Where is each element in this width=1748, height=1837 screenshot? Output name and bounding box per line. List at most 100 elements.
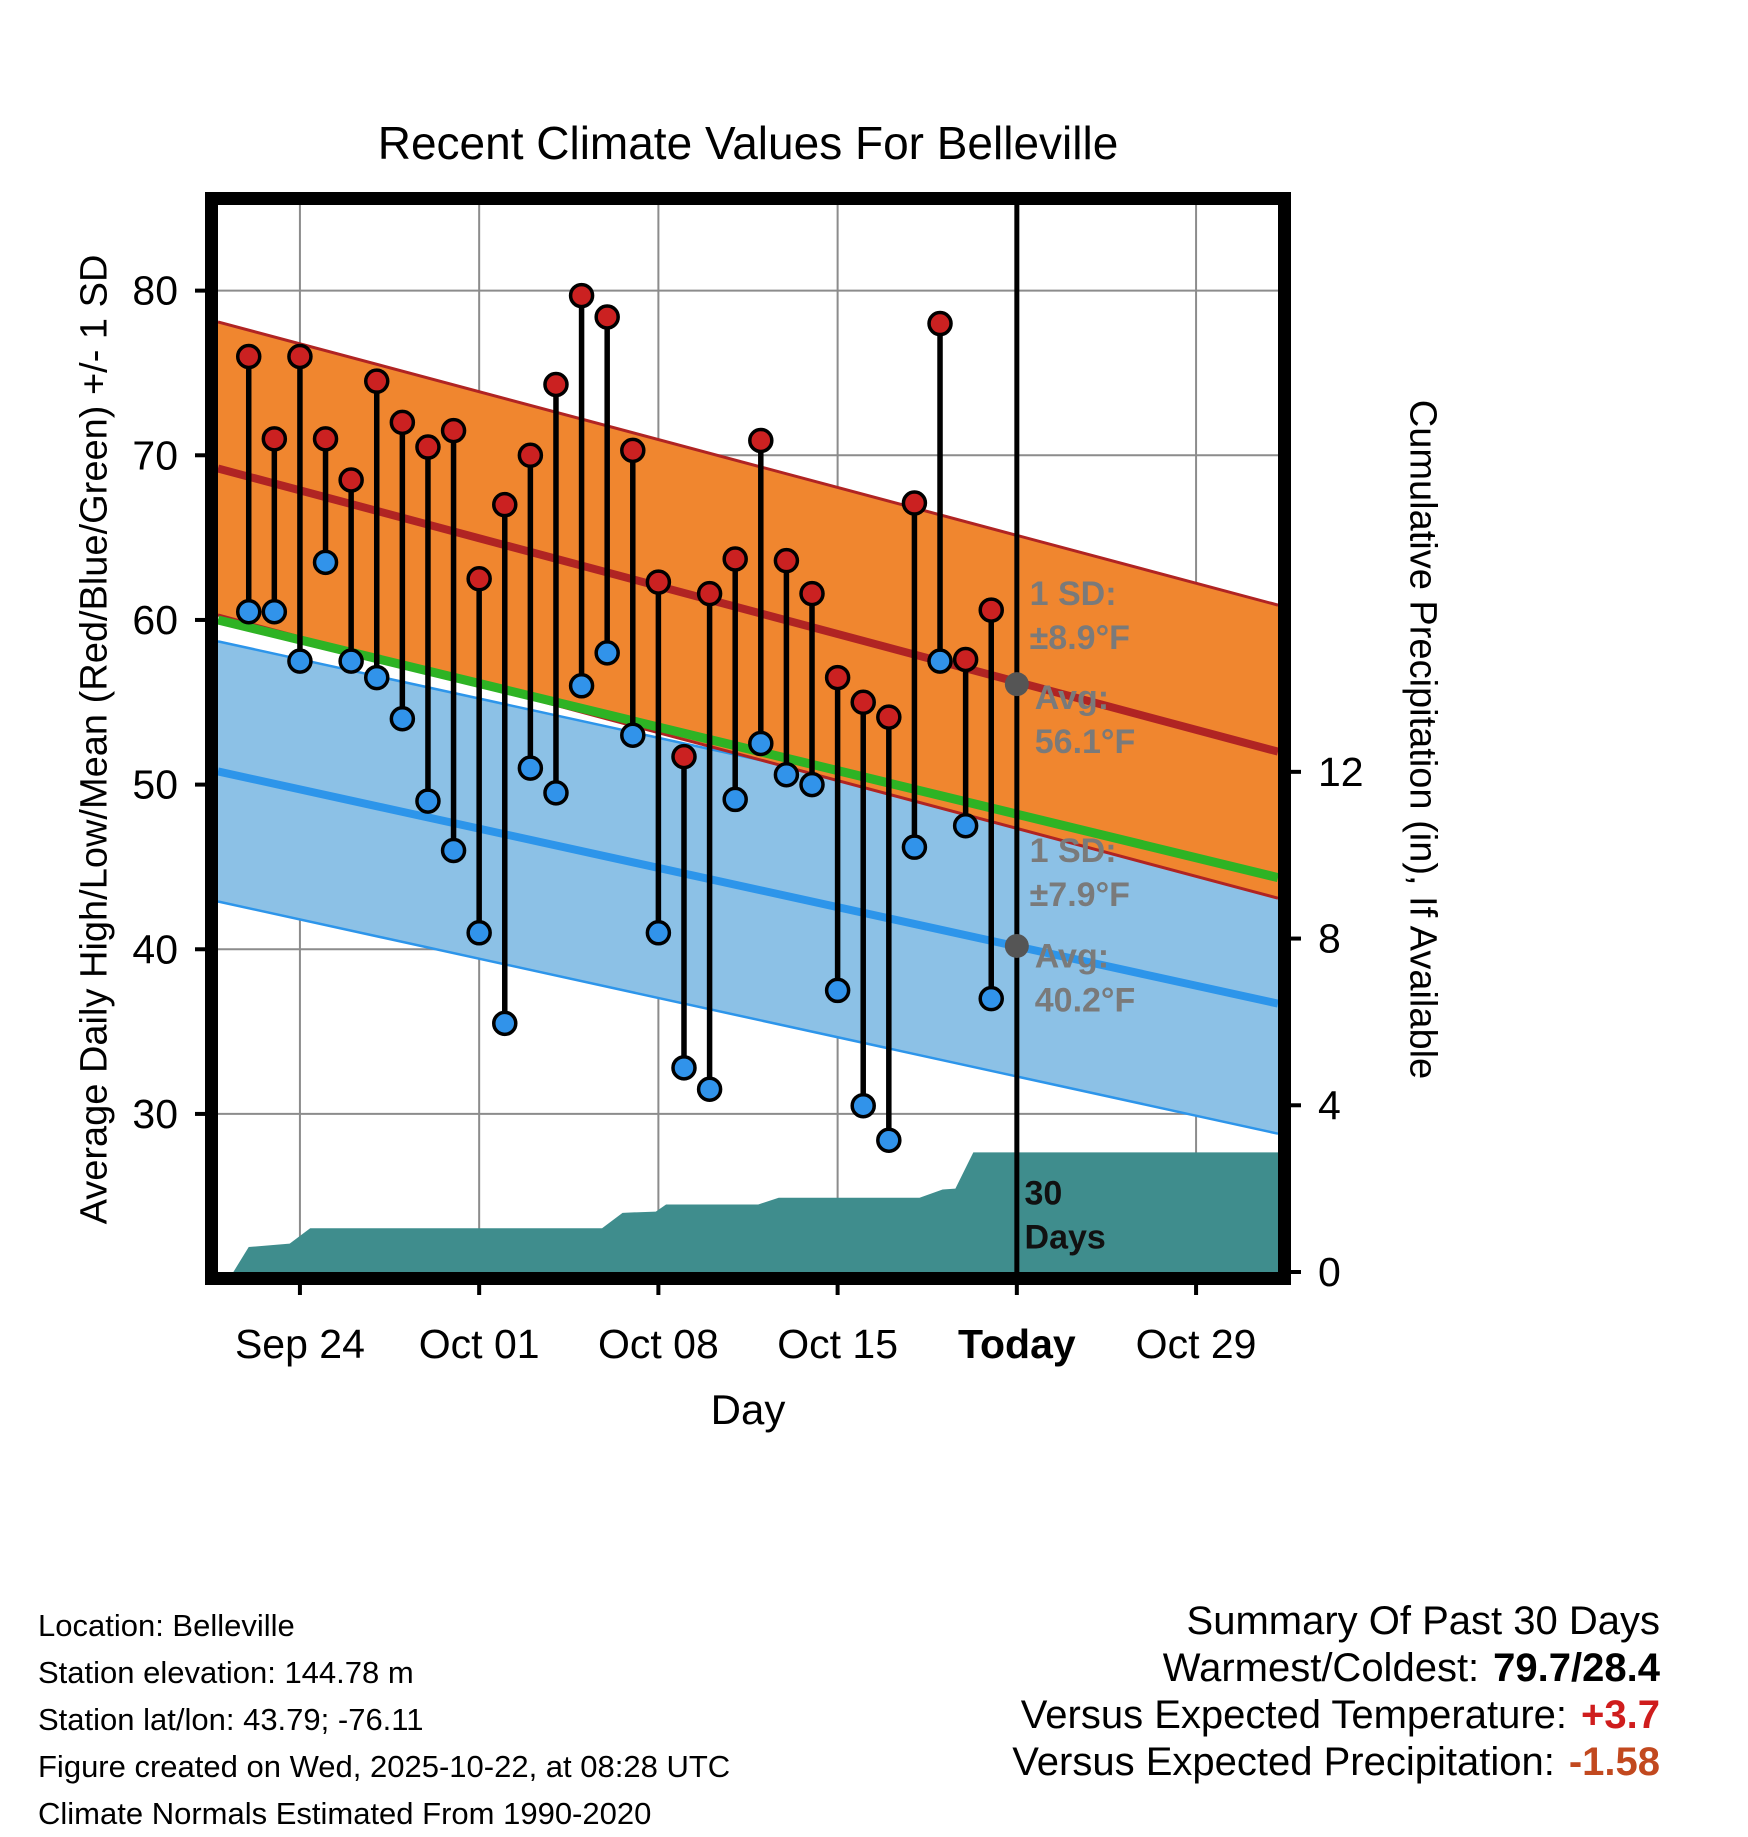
- daily-high-point: [978, 597, 1004, 623]
- chart-annotation: Days: [1025, 1218, 1106, 1256]
- daily-low-point: [415, 788, 441, 814]
- vs-precip-value: -1.58: [1568, 1740, 1660, 1784]
- daily-high-point: [824, 664, 851, 691]
- daily-high-point: [492, 491, 518, 518]
- daily-low-point: [261, 598, 288, 625]
- daily-high-point: [594, 304, 620, 330]
- summary-vs-precipitation: Versus Expected Precipitation: -1.58: [1012, 1739, 1660, 1786]
- daily-high-point: [389, 409, 416, 436]
- daily-high-point: [415, 434, 441, 460]
- plot-frame: [205, 192, 1291, 1285]
- daily-low-point: [927, 648, 953, 674]
- daily-high-point: [338, 467, 364, 493]
- daily-high-point: [773, 547, 800, 574]
- y-axis-label-left: Average Daily High/Low/Mean (Red/Blue/Gr…: [73, 254, 116, 1225]
- daily-low-point: [722, 786, 748, 813]
- x-tick-label: Oct 01: [419, 1321, 540, 1367]
- daily-high-point: [261, 426, 288, 452]
- x-tick-label: Today: [958, 1321, 1076, 1367]
- today-low-avg-dot: [1004, 933, 1029, 958]
- daily-low-point: [773, 761, 800, 788]
- daily-high-point: [722, 546, 748, 572]
- daily-high-point: [517, 442, 544, 469]
- summary-heading: Summary Of Past 30 Days: [1186, 1599, 1660, 1643]
- cumulative-precip-area: [218, 1152, 1278, 1272]
- summary-warmest-coldest: Warmest/Coldest: 79.7/28.4: [1012, 1645, 1660, 1692]
- y-right-tick-label: 4: [1318, 1082, 1341, 1128]
- daily-low-point: [671, 1055, 697, 1081]
- y-left-tick-label: 80: [132, 268, 178, 314]
- chart-annotation: Avg:: [1035, 937, 1109, 975]
- daily-low-point: [901, 834, 928, 860]
- daily-high-point: [363, 368, 390, 394]
- mean-temp-line: [216, 615, 1280, 883]
- y-axis-label-right: Cumulative Precipitation (in), If Availa…: [1401, 399, 1444, 1080]
- info-line-created: Figure created on Wed, 2025-10-22, at 08…: [38, 1749, 731, 1784]
- daily-low-point: [568, 673, 595, 699]
- x-tick-label: Oct 08: [598, 1321, 719, 1367]
- daily-low-point: [543, 780, 569, 806]
- daily-high-point: [876, 704, 902, 730]
- daily-high-point: [952, 646, 979, 673]
- daily-high-point: [927, 310, 953, 337]
- daily-low-point: [876, 1127, 902, 1154]
- high-band-upper-edge: [217, 320, 1279, 607]
- daily-low-point: [978, 985, 1004, 1012]
- chart-annotation: ±7.9°F: [1030, 876, 1130, 914]
- chart-annotation: 56.1°F: [1035, 723, 1136, 761]
- chart-annotation: ±8.9°F: [1030, 619, 1130, 657]
- x-axis-label: Day: [710, 1386, 786, 1433]
- daily-high-point: [620, 437, 646, 464]
- today-high-avg-dot: [1004, 672, 1029, 697]
- daily-high-point: [235, 343, 262, 370]
- y-right-tick-label: 12: [1318, 749, 1364, 795]
- daily-low-point: [338, 648, 364, 674]
- y-left-tick-label: 60: [132, 597, 178, 643]
- daily-high-point: [696, 580, 723, 607]
- daily-low-point: [389, 705, 416, 732]
- daily-low-point: [850, 1092, 876, 1119]
- daily-low-point: [235, 598, 262, 625]
- chart-annotation: 1 SD:: [1030, 832, 1117, 870]
- daily-low-point: [440, 837, 467, 864]
- y-right-tick-label: 0: [1318, 1249, 1341, 1295]
- y-left-tick-label: 40: [132, 926, 178, 972]
- vs-temp-label: Versus Expected Temperature:: [1020, 1693, 1568, 1737]
- high-mean-line: [216, 464, 1280, 756]
- chart-annotation: Avg:: [1035, 679, 1109, 717]
- daily-low-point: [748, 730, 774, 757]
- daily-low-point: [466, 920, 492, 946]
- daily-high-point: [543, 371, 569, 398]
- chart-annotation: 1 SD:: [1030, 575, 1117, 613]
- x-tick-label: Oct 29: [1136, 1321, 1257, 1367]
- y-left-tick-label: 70: [132, 432, 178, 478]
- daily-high-point: [568, 282, 595, 309]
- chart-annotation: 40.2°F: [1035, 981, 1136, 1019]
- chart-annotation: 30: [1025, 1174, 1063, 1212]
- daily-high-point: [748, 427, 774, 454]
- daily-low-point: [492, 1010, 518, 1037]
- daily-high-point: [466, 566, 492, 592]
- daily-low-point: [620, 722, 646, 748]
- warmest-coldest-value: 79.7/28.4: [1493, 1646, 1660, 1690]
- x-tick-label: Oct 15: [777, 1321, 898, 1367]
- daily-low-point: [824, 977, 851, 1004]
- info-line-location: Location: Belleville: [38, 1608, 295, 1643]
- daily-high-point: [440, 417, 467, 444]
- daily-low-point: [645, 920, 672, 946]
- station-info: Location: Belleville Station elevation: …: [38, 1602, 730, 1837]
- daily-high-point: [645, 569, 672, 595]
- summary-vs-temperature: Versus Expected Temperature: +3.7: [1012, 1692, 1660, 1739]
- daily-high-point: [287, 343, 313, 370]
- low-band-lower-edge: [217, 900, 1279, 1135]
- y-left-tick-label: 30: [132, 1091, 178, 1137]
- daily-low-point: [696, 1076, 723, 1102]
- daily-low-point: [287, 648, 313, 674]
- info-line-elevation: Station elevation: 144.78 m: [38, 1655, 414, 1690]
- daily-high-point: [671, 743, 697, 770]
- daily-low-point: [594, 640, 620, 666]
- info-line-latlon: Station lat/lon: 43.79; -76.11: [38, 1702, 424, 1737]
- daily-high-point: [312, 426, 339, 452]
- daily-high-point: [850, 689, 876, 716]
